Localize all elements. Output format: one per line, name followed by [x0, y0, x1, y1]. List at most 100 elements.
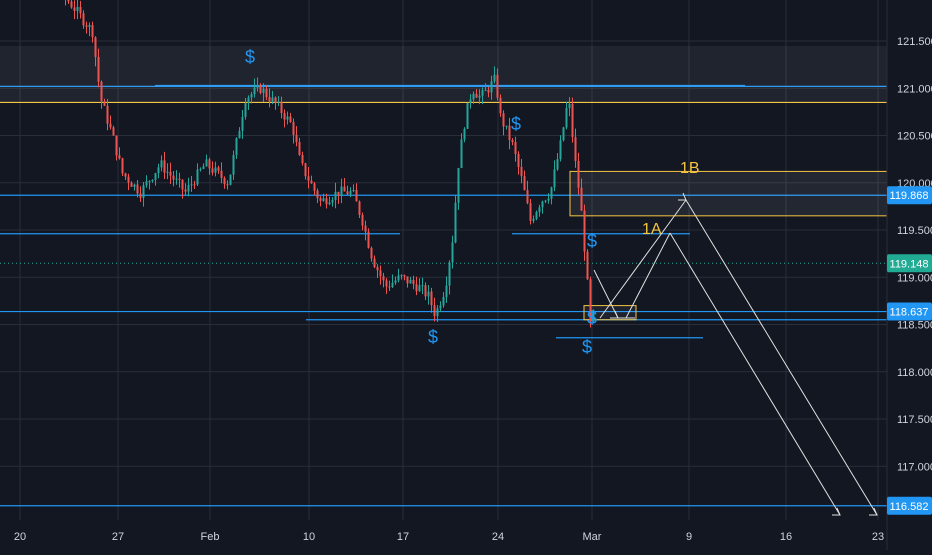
candle-body — [367, 231, 370, 248]
candle-body — [91, 24, 94, 38]
candle-body — [322, 198, 325, 201]
candle-body — [463, 128, 466, 140]
candle-body — [295, 134, 298, 143]
candle-body — [517, 153, 520, 167]
candle-body — [502, 113, 505, 127]
candle-body — [211, 168, 214, 173]
candle-body — [412, 279, 415, 285]
dollar-marker: $ — [587, 231, 597, 251]
candle-body — [163, 160, 166, 173]
price-tag-bg — [887, 496, 932, 515]
y-tick-label: 118.000 — [897, 367, 932, 379]
candle-body — [310, 180, 313, 184]
horizontal-levels[interactable] — [0, 84, 887, 507]
candle-body — [214, 167, 217, 173]
zone-label-1b: 1B — [680, 160, 700, 177]
candle-body — [280, 101, 283, 114]
candle-body — [103, 101, 106, 106]
y-tick-label: 117.500 — [897, 414, 932, 426]
candle-body — [226, 184, 229, 186]
candle-body — [208, 159, 211, 169]
candle-body — [229, 174, 232, 185]
candle-body — [493, 74, 496, 82]
candle-body — [178, 178, 181, 180]
candle-body — [469, 99, 472, 103]
candle-body — [244, 103, 247, 117]
candle-body — [184, 189, 187, 192]
candle-body — [430, 291, 433, 306]
candle-body — [349, 190, 352, 195]
arrow-head — [869, 507, 878, 516]
candle-body — [286, 116, 289, 120]
candle-body — [172, 175, 175, 180]
time-axis[interactable]: 20 27 Feb 10 17 24 Mar 9 16 23 — [14, 531, 884, 543]
candle-body — [325, 198, 328, 205]
candle-body — [379, 270, 382, 277]
candle-body — [436, 308, 439, 317]
candle-body — [274, 97, 277, 104]
candle-body — [445, 285, 448, 298]
dollar-marker: $ — [511, 114, 521, 134]
candle-body — [418, 285, 421, 292]
candle-body — [406, 276, 409, 284]
candle-body — [130, 182, 133, 187]
candle-body — [568, 103, 571, 108]
candle-body — [556, 159, 559, 170]
candle-body — [82, 13, 85, 26]
candle-body — [328, 202, 331, 205]
y-tick-label: 121.000 — [897, 83, 932, 95]
arrow-segment — [685, 199, 878, 516]
candle-body — [550, 187, 553, 199]
candle-body — [394, 280, 397, 283]
projection-arrows[interactable] — [593, 192, 878, 516]
candle-body — [250, 94, 253, 98]
candle-body — [121, 158, 124, 174]
y-tick-label: 117.000 — [897, 461, 932, 473]
candle-body — [157, 167, 160, 174]
x-tick-label: 24 — [492, 531, 504, 543]
candle-body — [259, 85, 262, 93]
candle-body — [169, 171, 172, 176]
candle-body — [196, 169, 199, 185]
candle-body — [181, 179, 184, 190]
candle-body — [97, 57, 100, 82]
zone-1b — [569, 170, 888, 217]
x-tick-label: Feb — [201, 531, 220, 543]
candle-body — [268, 97, 271, 102]
arrow-segment — [669, 232, 841, 516]
candle-body — [133, 184, 136, 187]
candle-body — [316, 190, 319, 199]
candle-body — [217, 167, 220, 171]
candle-body — [187, 185, 190, 192]
candle-body — [361, 214, 364, 226]
candle-body — [529, 203, 532, 221]
candle-body — [193, 184, 196, 186]
dollar-marker: $ — [245, 47, 255, 67]
dollar-marker: $ — [587, 308, 597, 328]
candle-body — [403, 275, 406, 277]
candle-body — [307, 176, 310, 181]
candle-body — [526, 190, 529, 204]
zone-1a — [583, 305, 637, 321]
candle-body — [448, 262, 451, 286]
price-axis[interactable]: 121.500121.000120.500120.000119.500119.0… — [886, 0, 932, 550]
markers: $ $ $ $ $ $ — [245, 47, 597, 357]
candle-body — [175, 178, 178, 180]
arrow-segment — [599, 199, 687, 319]
x-tick-label: 17 — [397, 531, 409, 543]
candle-body — [355, 189, 358, 202]
candle-body — [238, 130, 241, 139]
candle-body — [415, 284, 418, 292]
arrow-head — [678, 192, 687, 201]
candle-body — [421, 285, 424, 287]
candle-body — [484, 89, 487, 91]
price-tags: 119.868 119.148 118.637 116.582 — [887, 186, 932, 515]
candle-body — [334, 191, 337, 201]
candle-body — [100, 81, 103, 102]
candle-body — [481, 90, 484, 96]
candle-body — [589, 279, 592, 322]
candle-body — [124, 173, 127, 177]
zones[interactable]: 1B 1A — [0, 46, 888, 321]
